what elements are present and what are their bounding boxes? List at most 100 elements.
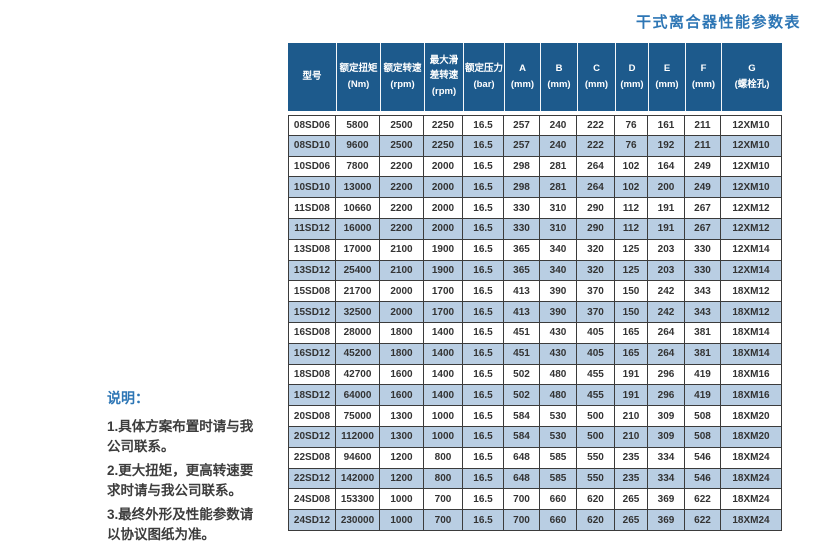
value-cell: 381 <box>685 322 721 344</box>
column-label: 额定扭矩 <box>339 62 378 74</box>
value-cell: 211 <box>685 115 721 136</box>
value-cell: 222 <box>577 135 615 157</box>
value-cell: 2000 <box>380 302 424 323</box>
value-cell: 800 <box>424 468 463 490</box>
value-cell: 480 <box>540 364 577 386</box>
value-cell: 340 <box>540 260 577 282</box>
value-cell: 16.5 <box>463 156 504 178</box>
value-cell: 240 <box>540 115 577 136</box>
value-cell: 622 <box>685 510 721 531</box>
value-cell: 365 <box>504 260 540 282</box>
value-cell: 1200 <box>380 468 424 490</box>
value-cell: 16.5 <box>463 447 504 469</box>
value-cell: 222 <box>577 115 615 136</box>
value-cell: 451 <box>504 322 540 344</box>
value-cell: 102 <box>615 156 648 178</box>
value-cell: 112 <box>615 218 648 240</box>
model-cell: 18SD08 <box>288 364 336 386</box>
value-cell: 16.5 <box>463 135 504 157</box>
clutch-spec-table: 型号 额定扭矩 (Nm) 额定转速 (rpm) 最大滑 差转速 (rpm) 额定压力 (bar)… <box>288 43 782 531</box>
model-cell: 22SD12 <box>288 468 336 490</box>
value-cell: 12XM12 <box>721 218 782 240</box>
value-cell: 2500 <box>380 135 424 157</box>
value-cell: 648 <box>504 468 540 490</box>
model-cell: 22SD08 <box>288 447 336 469</box>
value-cell: 16.5 <box>463 115 504 136</box>
value-cell: 2200 <box>380 218 424 240</box>
value-cell: 1400 <box>424 322 463 344</box>
value-cell: 16.5 <box>463 468 504 490</box>
column-unit: (mm) <box>620 78 644 90</box>
value-cell: 16.5 <box>463 426 504 448</box>
value-cell: 18XM24 <box>721 489 782 511</box>
value-cell: 648 <box>504 447 540 469</box>
value-cell: 257 <box>504 115 540 136</box>
value-cell: 620 <box>577 489 615 511</box>
column-header-max-slip-speed: 最大滑 差转速 (rpm) <box>424 43 463 111</box>
value-cell: 502 <box>504 385 540 407</box>
value-cell: 530 <box>540 426 577 448</box>
value-cell: 102 <box>615 177 648 199</box>
value-cell: 76 <box>615 115 648 136</box>
value-cell: 191 <box>615 385 648 407</box>
value-cell: 10660 <box>336 198 380 219</box>
model-cell: 10SD10 <box>288 177 336 199</box>
value-cell: 320 <box>577 239 615 261</box>
table-body: 08SD06 5800 2500 2250 16.5 257 240 222 76 161 211 1… <box>288 111 782 531</box>
value-cell: 451 <box>504 343 540 365</box>
value-cell: 330 <box>504 218 540 240</box>
value-cell: 18XM16 <box>721 364 782 386</box>
value-cell: 2000 <box>424 198 463 219</box>
value-cell: 249 <box>685 156 721 178</box>
value-cell: 298 <box>504 177 540 199</box>
column-label: A <box>519 62 526 74</box>
value-cell: 2000 <box>424 156 463 178</box>
table-row-10SD10: 10SD10 13000 2200 2000 16.5 298 281 264 102 200 24… <box>288 177 782 199</box>
value-cell: 191 <box>615 364 648 386</box>
value-cell: 18XM14 <box>721 322 782 344</box>
value-cell: 13000 <box>336 177 380 199</box>
value-cell: 211 <box>685 135 721 157</box>
value-cell: 1300 <box>380 426 424 448</box>
value-cell: 242 <box>648 281 685 303</box>
value-cell: 500 <box>577 406 615 427</box>
value-cell: 9600 <box>336 135 380 157</box>
value-cell: 16.5 <box>463 406 504 427</box>
value-cell: 112 <box>615 198 648 219</box>
value-cell: 249 <box>685 177 721 199</box>
value-cell: 12XM10 <box>721 177 782 199</box>
table-row-24SD08: 24SD08 153300 1000 700 16.5 700 660 620 265 369 62… <box>288 489 782 511</box>
value-cell: 12XM14 <box>721 239 782 261</box>
value-cell: 1700 <box>424 281 463 303</box>
value-cell: 1400 <box>424 364 463 386</box>
column-header-dim-g: G (螺栓孔) <box>721 43 782 111</box>
column-header-rated-torque: 额定扭矩 (Nm) <box>336 43 380 111</box>
value-cell: 290 <box>577 198 615 219</box>
value-cell: 330 <box>685 260 721 282</box>
value-cell: 94600 <box>336 447 380 469</box>
value-cell: 12XM10 <box>721 115 782 136</box>
value-cell: 18XM12 <box>721 302 782 323</box>
table-row-16SD08: 16SD08 28000 1800 1400 16.5 451 430 405 165 264 38… <box>288 322 782 344</box>
value-cell: 203 <box>648 239 685 261</box>
value-cell: 585 <box>540 468 577 490</box>
model-cell: 16SD08 <box>288 322 336 344</box>
value-cell: 240 <box>540 135 577 157</box>
table-row-15SD12: 15SD12 32500 2000 1700 16.5 413 390 370 150 242 34… <box>288 302 782 323</box>
page-title: 干式离合器性能参数表 <box>636 14 802 31</box>
column-header-dim-b: B (mm) <box>540 43 577 111</box>
table-row-18SD12: 18SD12 64000 1600 1400 16.5 502 480 455 191 296 41… <box>288 385 782 407</box>
model-cell: 10SD06 <box>288 156 336 178</box>
model-cell: 08SD10 <box>288 135 336 157</box>
value-cell: 42700 <box>336 364 380 386</box>
value-cell: 16.5 <box>463 364 504 386</box>
notes-panel: 说明： 1.具体方案布置时请与我 公司联系。 2.更大扭矩，更高转速要 求时请与… <box>107 388 287 548</box>
value-cell: 1200 <box>380 447 424 469</box>
value-cell: 1000 <box>380 489 424 511</box>
value-cell: 1700 <box>424 302 463 323</box>
value-cell: 585 <box>540 447 577 469</box>
value-cell: 16.5 <box>463 302 504 323</box>
value-cell: 1400 <box>424 343 463 365</box>
value-cell: 660 <box>540 510 577 531</box>
column-header-dim-d: D (mm) <box>615 43 648 111</box>
